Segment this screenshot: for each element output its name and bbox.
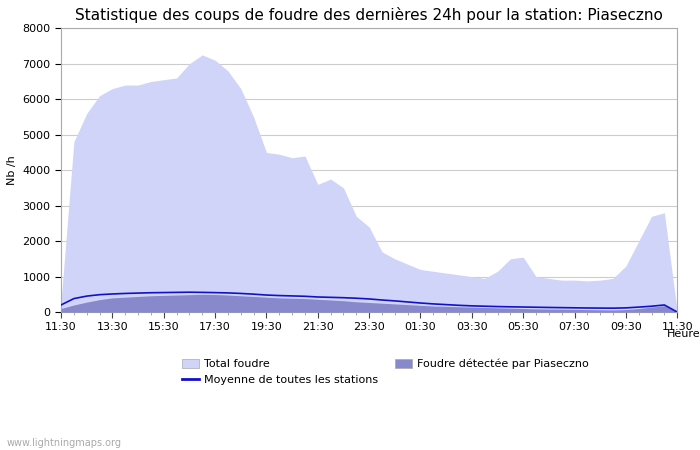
Title: Statistique des coups de foudre des dernières 24h pour la station: Piaseczno: Statistique des coups de foudre des dern… xyxy=(75,7,663,23)
X-axis label: Heure: Heure xyxy=(666,329,700,339)
Legend: Total foudre, Moyenne de toutes les stations, Foudre détectée par Piaseczno: Total foudre, Moyenne de toutes les stat… xyxy=(178,355,594,390)
Y-axis label: Nb /h: Nb /h xyxy=(7,155,17,185)
Text: www.lightningmaps.org: www.lightningmaps.org xyxy=(7,438,122,448)
